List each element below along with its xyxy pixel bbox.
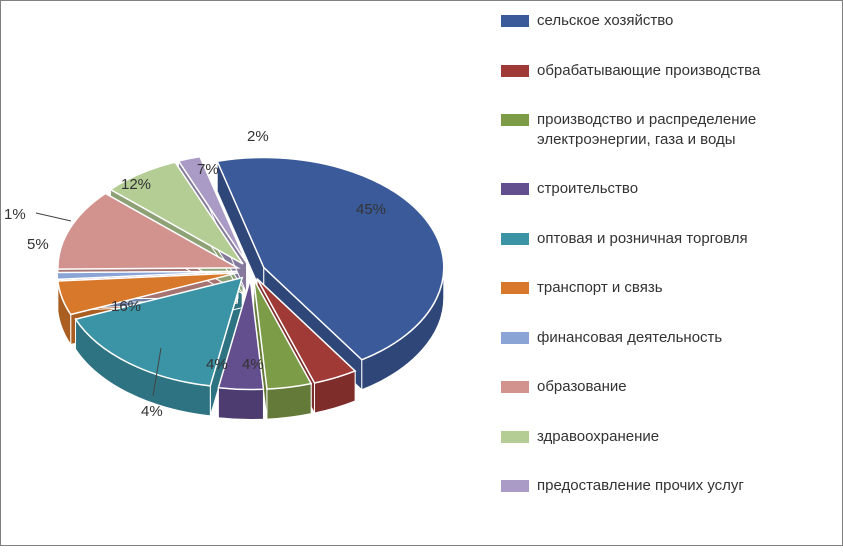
legend: сельское хозяйство обрабатывающие произво… bbox=[501, 11, 836, 526]
legend-swatch bbox=[501, 431, 529, 443]
legend-swatch bbox=[501, 480, 529, 492]
legend-item: строительство bbox=[501, 179, 836, 199]
legend-item: производство и распределение электроэнер… bbox=[501, 110, 836, 149]
legend-label: финансовая деятельность bbox=[537, 328, 836, 348]
slice-pct-label: 16% bbox=[111, 298, 141, 315]
legend-swatch bbox=[501, 114, 529, 126]
slice-pct-label: 45% bbox=[356, 201, 386, 218]
legend-swatch bbox=[501, 233, 529, 245]
legend-swatch bbox=[501, 65, 529, 77]
legend-item: оптовая и розничная торговля bbox=[501, 229, 836, 249]
legend-label: транспорт и связь bbox=[537, 278, 836, 298]
legend-label: сельское хозяйство bbox=[537, 11, 836, 31]
slice-pct-label: 4% bbox=[242, 356, 264, 373]
legend-label: образование bbox=[537, 377, 836, 397]
legend-item: образование bbox=[501, 377, 836, 397]
slice-pct-label: 2% bbox=[247, 128, 269, 145]
legend-swatch bbox=[501, 332, 529, 344]
legend-item: здравоохранение bbox=[501, 427, 836, 447]
legend-swatch bbox=[501, 183, 529, 195]
legend-label: производство и распределение электроэнер… bbox=[537, 110, 836, 149]
legend-label: предоставление прочих услуг bbox=[537, 476, 836, 496]
legend-swatch bbox=[501, 15, 529, 27]
legend-swatch bbox=[501, 282, 529, 294]
chart-frame: 45% 4% 4% 4% 16% 5%1% 12% 7% 2% сельское хозяйст… bbox=[0, 0, 843, 546]
legend-label: обрабатывающие производства bbox=[537, 61, 836, 81]
legend-item: транспорт и связь bbox=[501, 278, 836, 298]
slice-pct-label: 12% bbox=[121, 176, 151, 193]
slice-pct-label: 4% bbox=[206, 356, 228, 373]
slice-pct-label: 1% bbox=[4, 206, 26, 223]
pie-chart: 45% 4% 4% 4% 16% 5%1% 12% 7% 2% bbox=[1, 1, 501, 547]
legend-item: предоставление прочих услуг bbox=[501, 476, 836, 496]
legend-label: оптовая и розничная торговля bbox=[537, 229, 836, 249]
legend-item: финансовая деятельность bbox=[501, 328, 836, 348]
legend-item: обрабатывающие производства bbox=[501, 61, 836, 81]
legend-swatch bbox=[501, 381, 529, 393]
legend-label: здравоохранение bbox=[537, 427, 836, 447]
slice-pct-label: 5% bbox=[27, 236, 49, 253]
slice-pct-label: 7% bbox=[197, 161, 219, 178]
legend-item: сельское хозяйство bbox=[501, 11, 836, 31]
legend-label: строительство bbox=[537, 179, 836, 199]
slice-pct-label: 4% bbox=[141, 403, 163, 420]
